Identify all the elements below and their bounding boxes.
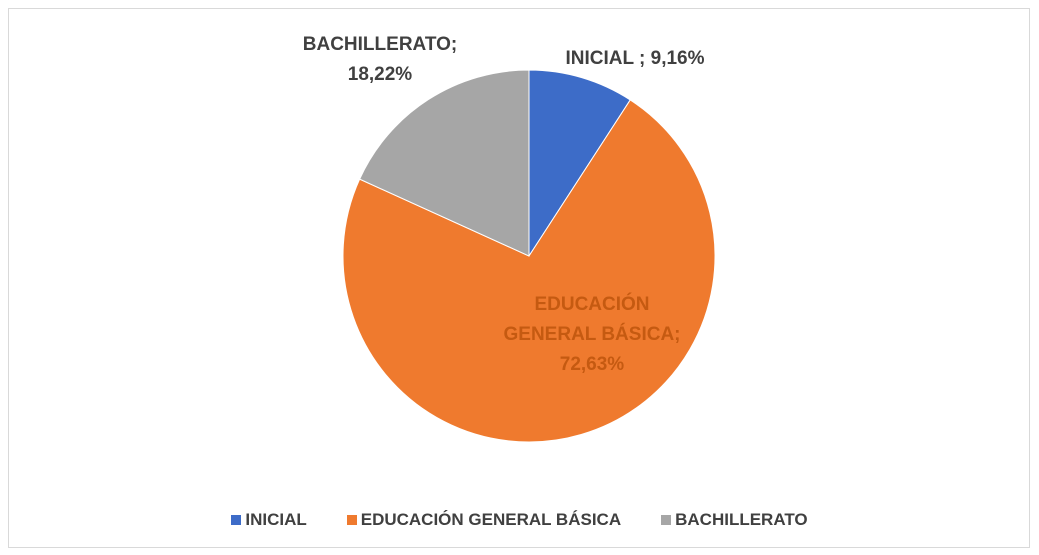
data-label: INICIAL ; 9,16% bbox=[565, 48, 705, 69]
legend-swatch bbox=[231, 515, 242, 525]
pie-slice bbox=[528, 69, 631, 258]
pie-slice bbox=[358, 69, 530, 257]
legend-label: EDUCACIÓN GENERAL BÁSICA bbox=[360, 510, 622, 529]
legend-label: INICIAL bbox=[245, 510, 307, 529]
legend-swatch bbox=[661, 515, 672, 525]
pie-slice bbox=[342, 99, 716, 443]
legend-entry: BACHILLERATO bbox=[661, 510, 808, 530]
data-label: EDUCACIÓN GENERAL BÁSICA; 72,63% bbox=[503, 294, 681, 375]
data-label: BACHILLERATO; 18,22% bbox=[302, 34, 458, 85]
legend: INICIAL EDUCACIÓN GENERAL BÁSICA BACHILLER… bbox=[0, 510, 1039, 530]
legend-label: BACHILLERATO bbox=[675, 510, 808, 529]
chart-frame bbox=[8, 8, 1030, 548]
legend-swatch bbox=[346, 515, 357, 525]
legend-entry: EDUCACIÓN GENERAL BÁSICA bbox=[346, 510, 622, 530]
legend-entry: INICIAL bbox=[231, 510, 307, 530]
